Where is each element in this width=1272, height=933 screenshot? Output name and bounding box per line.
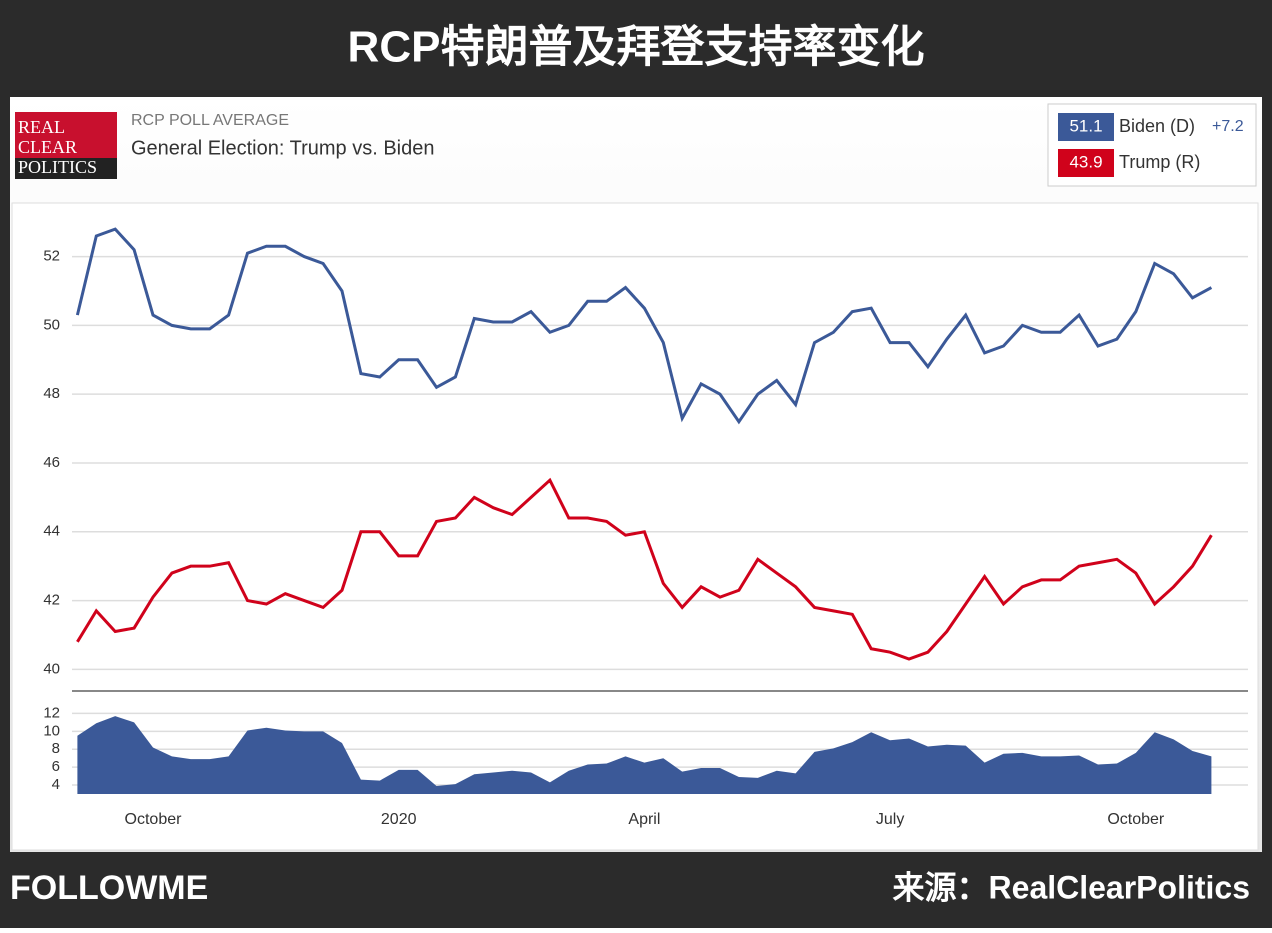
legend-swatch <box>1058 113 1114 141</box>
y-tick-label: 6 <box>52 758 60 775</box>
legend-swatch <box>1058 149 1114 177</box>
x-tick-label: 2020 <box>381 811 417 828</box>
series-line <box>75 227 1213 425</box>
legend-spread: +7.2 <box>1212 118 1244 135</box>
brand: FOLLOWME <box>10 869 208 907</box>
legend-value: 51.1 <box>1069 116 1102 135</box>
series-line <box>76 477 1213 661</box>
logo-text: POLITICS <box>18 157 97 177</box>
y-tick-label: 44 <box>43 523 60 540</box>
y-tick-label: 50 <box>43 316 60 333</box>
logo-text: CLEAR <box>18 137 77 157</box>
legend-value: 43.9 <box>1069 152 1102 171</box>
x-tick-label: October <box>1107 811 1165 828</box>
y-tick-label: 42 <box>43 592 60 609</box>
source: 来源：RealClearPolitics <box>893 869 1250 905</box>
y-tick-label: 8 <box>52 740 60 757</box>
y-tick-label: 12 <box>43 704 60 721</box>
y-tick-label: 10 <box>43 722 60 739</box>
heading: General Election: Trump vs. Biden <box>131 137 434 159</box>
y-tick-label: 48 <box>43 385 60 402</box>
y-tick-label: 4 <box>52 776 60 793</box>
x-tick-label: October <box>125 811 183 828</box>
plot-area <box>11 202 1259 851</box>
y-tick-label: 52 <box>43 248 60 265</box>
legend-name: Trump (R) <box>1119 152 1200 172</box>
page-title: RCP特朗普及拜登支持率变化 <box>348 23 925 72</box>
logo-text: REAL <box>18 117 65 137</box>
x-tick-label: April <box>628 811 660 828</box>
y-tick-label: 46 <box>43 454 60 471</box>
logo-band <box>15 158 117 179</box>
legend-name: Biden (D) <box>1119 116 1195 136</box>
x-tick-label: July <box>876 811 904 828</box>
y-tick-label: 40 <box>43 660 60 677</box>
spread-area <box>77 716 1212 794</box>
kicker: RCP POLL AVERAGE <box>131 112 289 129</box>
